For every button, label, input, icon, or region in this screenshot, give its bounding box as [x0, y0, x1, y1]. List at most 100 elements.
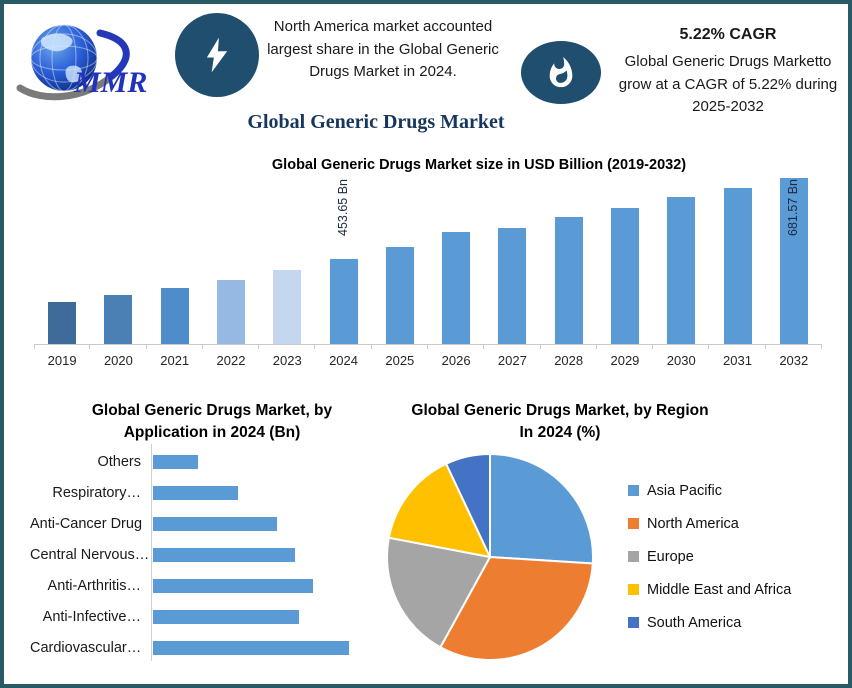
application-label: Others: [97, 453, 141, 470]
bar-2019: [48, 302, 77, 344]
application-bar: [153, 578, 313, 593]
x-axis-label-2022: 2022: [216, 353, 246, 368]
bar-2021: [160, 288, 189, 344]
bar-column-2023: 2023: [259, 173, 316, 368]
bar-column-2025: 2025: [372, 173, 429, 368]
bar-2024: [329, 259, 358, 344]
legend-label: North America: [647, 515, 739, 532]
legend-label: Asia Pacific: [647, 482, 722, 499]
x-axis-label-2028: 2028: [554, 353, 584, 368]
x-axis-label-2019: 2019: [47, 353, 77, 368]
application-row: Cardiovascular…: [30, 632, 390, 663]
globe-icon: [30, 24, 98, 92]
application-bar: [153, 516, 277, 531]
application-row: Respiratory…: [30, 477, 390, 508]
x-axis-label-2024: 2024: [329, 353, 358, 368]
application-bar-chart: Others Respiratory… Anti-Cancer Drug Centra…: [30, 444, 390, 663]
pie-slice-europe: [386, 536, 492, 649]
application-bar: [153, 609, 299, 624]
bar-column-2029: 2029: [597, 173, 654, 368]
application-label: Respiratory…: [52, 484, 141, 501]
x-axis-label-2027: 2027: [497, 353, 527, 368]
legend-item-asia-pacific: Asia Pacific: [628, 474, 791, 507]
bar-2026: [442, 232, 471, 344]
bar-data-label-2032: 681.57 Bn: [785, 179, 800, 236]
legend-label: Middle East and Africa: [647, 581, 792, 598]
bar-2022: [216, 280, 245, 344]
legend-label: South America: [647, 614, 742, 631]
legend-item-south-america: South America: [628, 606, 791, 639]
cagr-note: Global Generic Drugs Marketto grow at a …: [618, 53, 838, 115]
region-pie-chart: [386, 452, 594, 661]
lightning-icon: [206, 37, 228, 73]
x-axis-label-2031: 2031: [723, 353, 752, 368]
annual-chart-title: Global Generic Drugs Market size in USD …: [271, 157, 687, 173]
bar-data-label-2024: 453.65 Bn: [335, 179, 350, 236]
bar-2031: [723, 188, 752, 344]
application-label: Anti-Arthritis…: [47, 577, 141, 594]
application-bar: [153, 547, 295, 562]
cagr-callout: 5.22% CAGR Global Generic Drugs Marketto…: [608, 26, 848, 119]
bar-column-2024: 453.65 Bn 2024: [315, 173, 372, 368]
mmr-logo: MMR: [16, 24, 147, 101]
bar-column-2027: 2027: [484, 173, 541, 368]
flame-badge: [521, 41, 601, 104]
page-title: Global Generic Drugs Market: [247, 111, 505, 133]
x-axis-label-2021: 2021: [160, 353, 190, 368]
bar-column-2031: 2031: [709, 173, 766, 368]
bar-2023: [273, 270, 302, 344]
legend-item-north-america: North America: [628, 507, 791, 540]
highlight-note: North America market accounted largest s…: [267, 18, 499, 80]
pie-slice-north-america: [439, 555, 594, 661]
cagr-heading: 5.22% CAGR: [679, 26, 777, 43]
x-axis-label-2020: 2020: [103, 353, 133, 368]
pie-slice-middle-east-and-africa: [387, 462, 492, 559]
lightning-badge: [175, 13, 259, 97]
bar-2028: [554, 217, 583, 344]
logo-text: MMR: [73, 66, 147, 99]
application-chart-title: Global Generic Drugs Market, by Applicat…: [91, 402, 333, 441]
bar-column-2022: 2022: [203, 173, 260, 368]
x-axis-label-2029: 2029: [610, 353, 640, 368]
x-axis-label-2032: 2032: [779, 353, 809, 368]
application-row: Anti-Cancer Drug: [30, 508, 390, 539]
bar-column-2021: 2021: [147, 173, 204, 368]
region-chart-title: Global Generic Drugs Market, by Region I…: [411, 402, 709, 441]
legend-item-europe: Europe: [628, 540, 791, 573]
bar-column-2028: 2028: [541, 173, 598, 368]
x-axis-label-2026: 2026: [441, 353, 471, 368]
application-row: Anti-Infective…: [30, 601, 390, 632]
flame-icon: [549, 56, 573, 87]
bar-2030: [667, 197, 696, 344]
application-label: Anti-Cancer Drug: [30, 515, 143, 532]
legend-swatch-icon: [628, 551, 639, 562]
application-row: Others: [30, 446, 390, 477]
application-bar: [153, 485, 238, 500]
pie-slice-asia-pacific: [489, 452, 594, 565]
application-row: Central Nervous…: [30, 539, 390, 570]
legend-swatch-icon: [628, 518, 639, 529]
bar-2025: [385, 247, 414, 344]
pie-slice-south-america: [444, 452, 491, 558]
annual-bar-chart: 2019 2020 2021 2022 2023 453.65 Bn 2024 2025 202…: [34, 173, 823, 368]
x-axis-label-2030: 2030: [666, 353, 696, 368]
x-axis-label-2023: 2023: [272, 353, 302, 368]
application-label: Central Nervous…: [30, 546, 150, 563]
region-legend: Asia Pacific North America Europe Middle Ea…: [628, 474, 791, 639]
application-row: Anti-Arthritis…: [30, 570, 390, 601]
legend-swatch-icon: [628, 584, 639, 595]
bar-2029: [610, 208, 639, 344]
logo-swoosh: [16, 29, 130, 101]
legend-item-middle-east-and-africa: Middle East and Africa: [628, 573, 791, 606]
application-bar: [153, 640, 349, 655]
bar-column-2032: 681.57 Bn 2032: [766, 173, 823, 368]
x-axis-label-2025: 2025: [385, 353, 415, 368]
bar-column-2019: 2019: [34, 173, 91, 368]
bar-2020: [104, 295, 133, 344]
application-label: Anti-Infective…: [42, 608, 141, 625]
legend-swatch-icon: [628, 617, 639, 628]
bar-2032: [779, 178, 808, 344]
legend-label: Europe: [647, 548, 694, 565]
application-label: Cardiovascular…: [30, 639, 142, 656]
